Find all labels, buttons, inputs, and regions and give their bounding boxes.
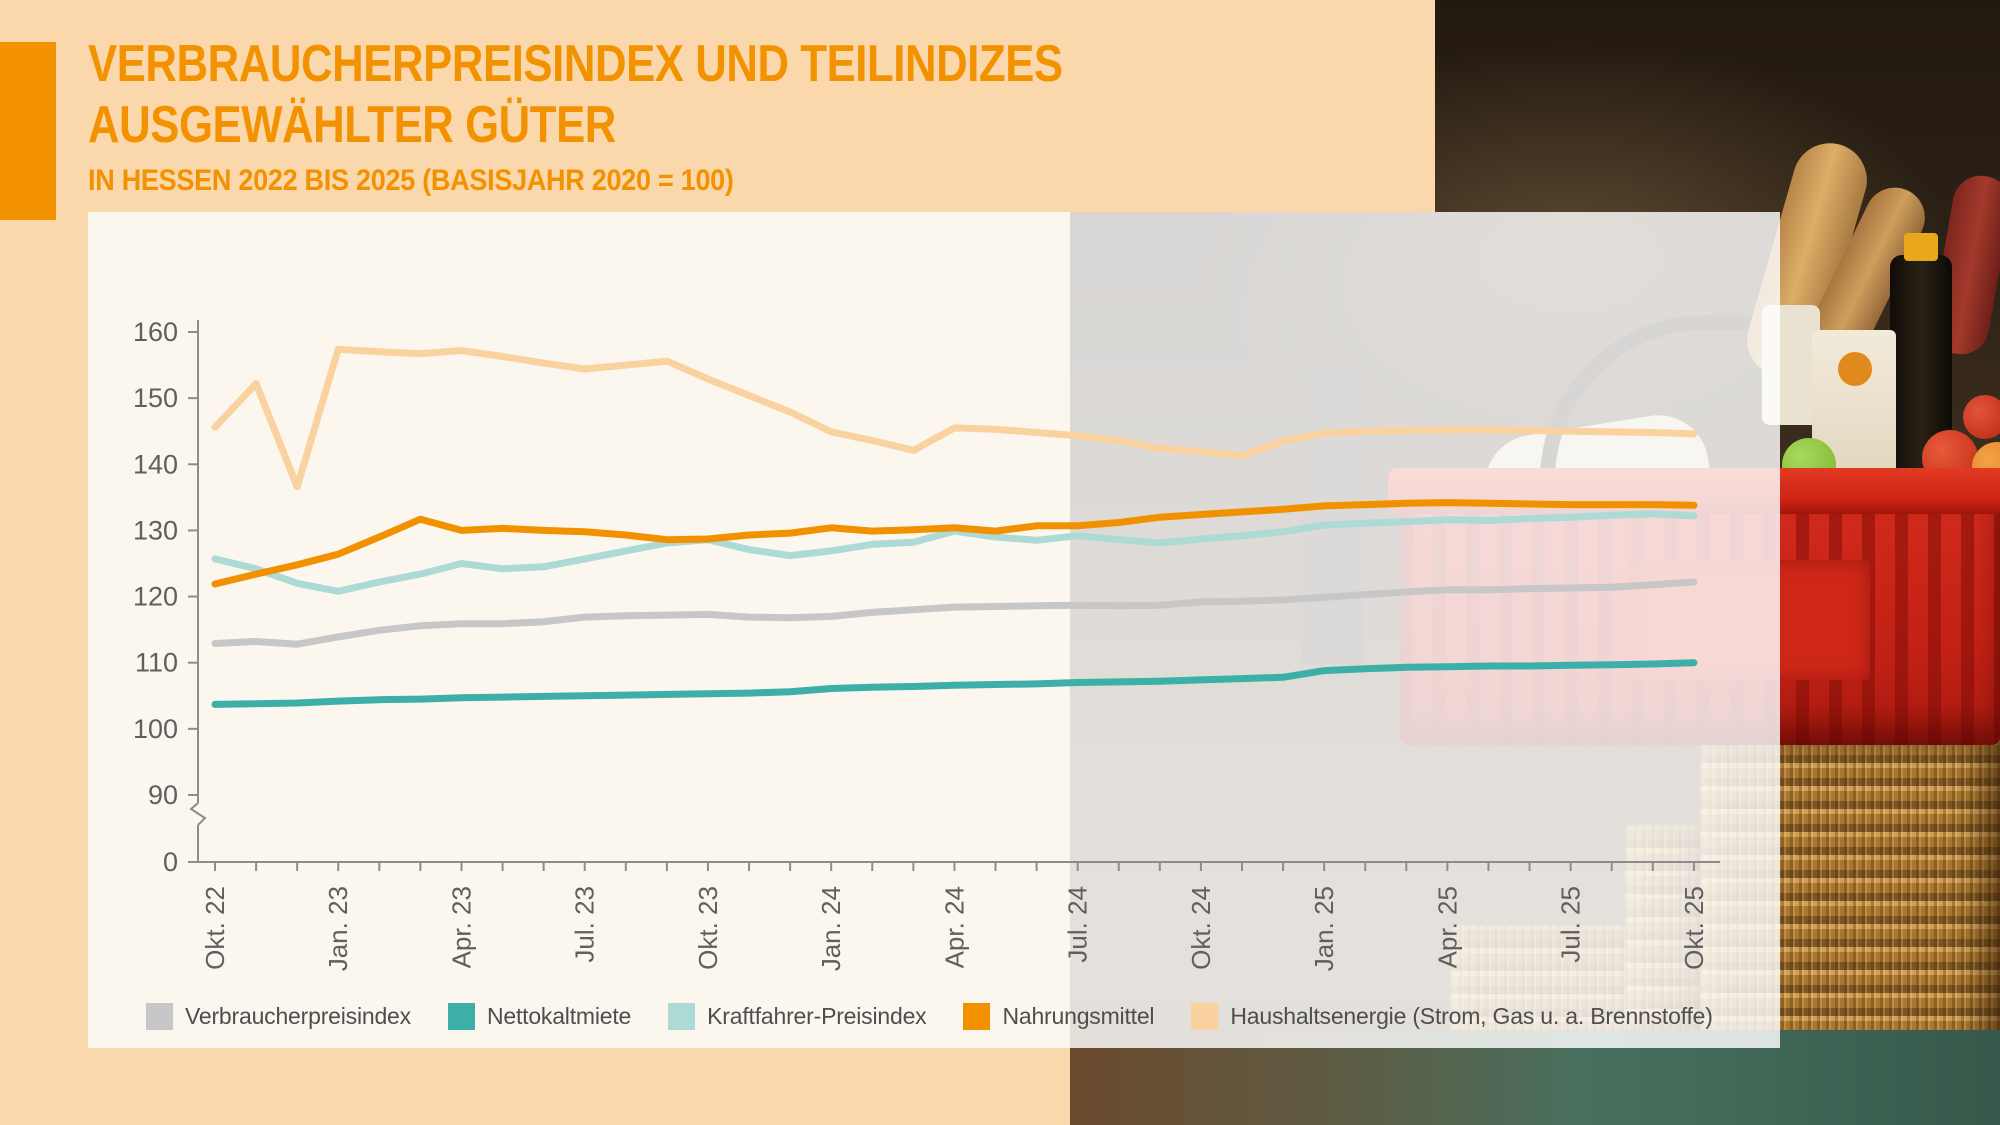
chart-legend: Verbraucherpreisindex Nettokaltmiete Kra…	[146, 1003, 1713, 1030]
svg-text:0: 0	[163, 847, 178, 877]
svg-text:Jul. 23: Jul. 23	[570, 886, 600, 963]
svg-text:110: 110	[135, 648, 178, 678]
svg-text:Apr. 25: Apr. 25	[1432, 886, 1462, 968]
legend-label: Haushaltsenergie (Strom, Gas u. a. Brenn…	[1230, 1003, 1713, 1029]
title-block: VERBRAUCHERPREISINDEX UND TEILINDIZES AU…	[88, 34, 1248, 198]
legend-label: Nahrungsmittel	[1002, 1003, 1155, 1029]
svg-text:Okt. 25: Okt. 25	[1679, 886, 1709, 970]
legend-swatch-icon	[963, 1003, 991, 1030]
page-title-line1: VERBRAUCHERPREISINDEX UND TEILINDIZES	[88, 35, 1063, 93]
legend-item-kraftfahrer-preisindex: Kraftfahrer-Preisindex	[668, 1003, 927, 1030]
bottle-cap-icon	[1904, 233, 1938, 261]
svg-text:Okt. 23: Okt. 23	[693, 886, 723, 970]
legend-label: Kraftfahrer-Preisindex	[707, 1003, 927, 1029]
legend-swatch-icon	[447, 1003, 475, 1030]
chart-panel: 160 150 140 130 120 110 100 90 0 Okt. 22 Jan. 23 Ap…	[88, 212, 1780, 1048]
svg-text:Okt. 22: Okt. 22	[200, 886, 230, 970]
svg-text:Jul. 24: Jul. 24	[1063, 886, 1093, 963]
legend-item-nettokaltmiete: Nettokaltmiete	[447, 1003, 632, 1030]
svg-text:Okt. 24: Okt. 24	[1186, 886, 1216, 970]
svg-text:160: 160	[133, 317, 178, 347]
tomato-icon	[1963, 395, 2000, 439]
svg-text:150: 150	[133, 383, 178, 413]
legend-label: Nettokaltmiete	[486, 1003, 632, 1029]
svg-text:Apr. 23: Apr. 23	[446, 886, 476, 968]
svg-text:130: 130	[133, 515, 178, 545]
svg-text:Jul. 25: Jul. 25	[1556, 886, 1586, 963]
legend-swatch-icon	[1191, 1003, 1219, 1030]
header-band	[0, 0, 1435, 212]
svg-text:140: 140	[133, 449, 178, 479]
page-title-line2: AUSGEWÄHLTER GÜTER	[88, 96, 616, 154]
legend-swatch-icon	[668, 1003, 696, 1030]
svg-text:100: 100	[133, 714, 178, 744]
legend-label: Verbraucherpreisindex	[185, 1003, 411, 1029]
svg-text:90: 90	[148, 780, 178, 810]
chart-canvas: 160 150 140 130 120 110 100 90 0 Okt. 22 Jan. 23 Ap…	[133, 317, 1720, 971]
legend-swatch-icon	[146, 1003, 173, 1030]
legend-item-nahrungsmittel: Nahrungsmittel	[963, 1003, 1155, 1030]
accent-bar	[0, 42, 56, 220]
legend-item-verbraucherpreisindex: Verbraucherpreisindex	[146, 1003, 411, 1030]
svg-text:Jan. 25: Jan. 25	[1309, 886, 1339, 971]
svg-text:Apr. 24: Apr. 24	[939, 886, 969, 968]
svg-text:Jan. 23: Jan. 23	[323, 886, 353, 971]
svg-text:120: 120	[133, 582, 178, 612]
svg-text:Jan. 24: Jan. 24	[816, 886, 846, 971]
page-subtitle: IN HESSEN 2022 BIS 2025 (BASISJAHR 2020 …	[88, 164, 734, 197]
legend-item-haushaltsenergie: Haushaltsenergie (Strom, Gas u. a. Brenn…	[1191, 1003, 1713, 1030]
carton-logo-icon	[1838, 352, 1872, 386]
